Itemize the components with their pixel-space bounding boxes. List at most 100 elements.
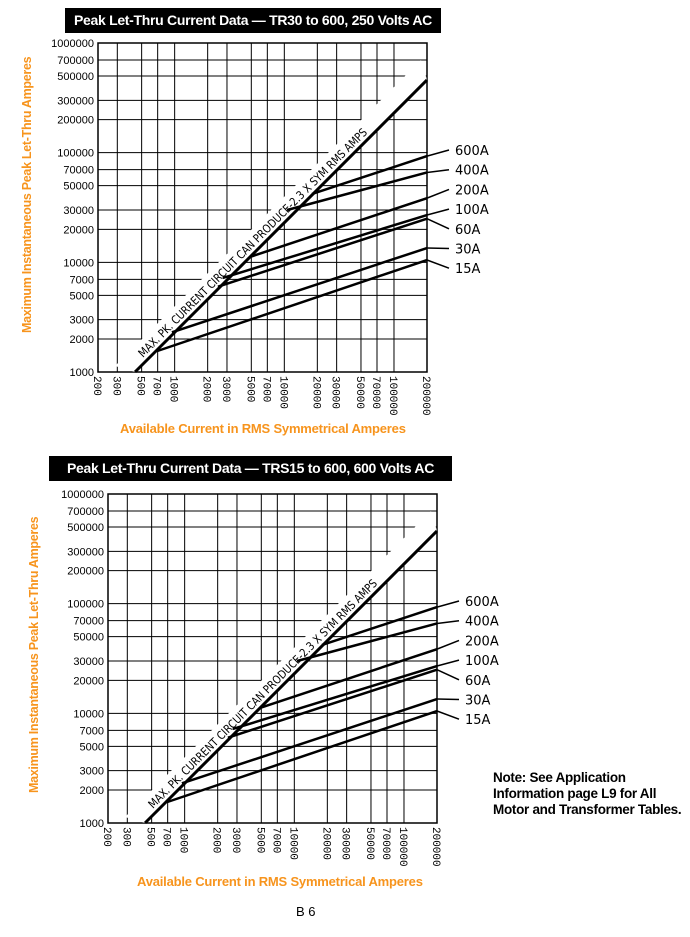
x-tick-label: 700 [150,376,162,396]
annotation-band [115,59,428,373]
note-line: Note: See Application [493,770,626,785]
series-line-600A [311,154,428,196]
leader-line [426,259,450,269]
y-tick-label: 3000 [70,315,94,327]
y-tick-label: 1000000 [51,38,94,50]
y-tick-label: 5000 [80,741,104,753]
y-tick-label: 70000 [73,616,104,628]
y-tick-label: 7000 [80,725,104,737]
series-label: 200A [455,183,489,198]
series-label: 60A [465,674,491,689]
y-tick-label: 30000 [63,205,94,217]
x-tick-label: 700 [160,827,172,847]
chart2-plot: 200 300 500 700 1000 2000 3000 5000 7000 10000 200… [61,489,499,867]
page-number: B 6 [296,904,316,919]
leader-line [436,659,460,667]
plot-frame [97,42,428,373]
leader-line [426,168,450,174]
y-tick-label: 700000 [67,506,104,518]
annotation-band [125,510,438,823]
y-tick-label: 20000 [63,224,94,236]
series-line-100A [232,664,438,731]
x-tick-label: 10000 [286,827,298,860]
y-tick-label: 200000 [57,115,94,127]
y-tick-label: 50000 [63,181,94,193]
series-label: 600A [465,595,499,610]
y-tick-label: 20000 [73,675,104,687]
series-label: 400A [455,164,489,179]
y-tick-label: 70000 [63,165,94,177]
x-tick-label: 200 [100,827,112,847]
leader-line [436,710,460,720]
max-peak-line [143,529,439,825]
y-tick-label: 300000 [67,546,104,558]
x-tick-label: 200000 [419,376,431,416]
x-tick-label: 70000 [379,827,391,860]
x-tick-label: 3000 [219,376,231,402]
x-tick-label: 30000 [329,376,341,409]
series-label: 60A [455,223,481,238]
series-label: 15A [455,262,481,277]
leader-line [426,218,450,230]
series-line-60A [217,217,428,288]
note-line: Information page L9 for All [493,786,657,801]
series-line-200A [259,647,438,710]
x-tick-label: 200000 [429,827,441,867]
y-tick-label: 10000 [73,708,104,720]
series-label: 30A [455,243,481,258]
y-tick-label: 7000 [70,274,94,286]
x-tick-label: 20000 [309,376,321,409]
x-tick-label: 50000 [363,827,375,860]
plot-frame [107,493,438,824]
y-tick-label: 1000 [80,818,104,830]
series-line-100A [222,213,428,280]
application-note: Note: See Application Information page L… [493,770,682,818]
leader-line [436,600,460,608]
y-tick-label: 3000 [80,766,104,778]
series-line-400A [296,622,438,663]
series-label: 100A [465,654,499,669]
x-tick-label: 200 [90,376,102,396]
series-label: 30A [465,694,491,709]
chart1-x-axis-label: Available Current in RMS Symmetrical Amp… [120,421,406,436]
y-tick-label: 100000 [57,148,94,160]
x-tick-label: 7000 [259,376,271,402]
y-tick-label: 700000 [57,55,94,67]
x-tick-label: 2000 [200,376,212,402]
leader-line [436,669,460,681]
series-label: 400A [465,615,499,630]
x-tick-label: 300 [109,376,121,396]
x-tick-label: 50000 [353,376,365,409]
x-tick-label: 20000 [319,827,331,860]
x-tick-label: 1000 [177,827,189,853]
series-line-600A [321,605,438,647]
note-line: Motor and Transformer Tables. [493,802,682,817]
x-tick-label: 500 [144,827,156,847]
series-label: 600A [455,144,489,159]
x-tick-label: 5000 [243,376,255,402]
y-tick-label: 1000 [70,367,94,379]
chart1-title: Peak Let-Thru Current Data — TR30 to 600… [65,8,441,33]
x-tick-label: 30000 [339,827,351,860]
y-tick-label: 200000 [67,566,104,578]
y-tick-label: 500000 [57,71,94,83]
y-tick-label: 100000 [67,599,104,611]
x-tick-label: 3000 [229,827,241,853]
x-tick-label: 7000 [269,827,281,853]
series-line-200A [249,196,428,259]
y-tick-label: 50000 [73,632,104,644]
chart2-x-axis-label: Available Current in RMS Symmetrical Amp… [137,874,423,889]
x-tick-label: 70000 [369,376,381,409]
x-tick-label: 1000 [167,376,179,402]
series-line-15A [166,709,438,804]
y-tick-label: 500000 [67,522,104,534]
chart2-title: Peak Let-Thru Current Data — TRS15 to 60… [49,456,452,481]
series-line-60A [227,668,438,739]
max-peak-line [133,78,429,374]
x-tick-label: 100000 [386,376,398,416]
x-tick-label: 10000 [276,376,288,409]
y-tick-label: 5000 [70,290,94,302]
x-tick-label: 300 [119,827,131,847]
chart1-plot: 200 300 500 700 1000 2000 3000 5000 7000 10000 200… [51,38,489,416]
series-label: 100A [455,203,489,218]
